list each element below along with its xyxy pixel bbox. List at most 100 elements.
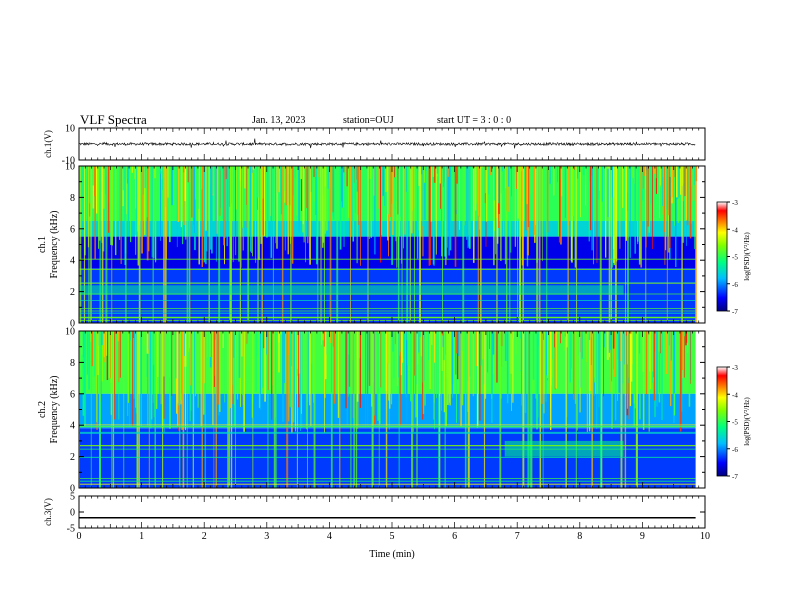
spectral-streak <box>492 331 495 355</box>
spectral-streak <box>360 166 361 266</box>
spectral-streak <box>442 331 444 336</box>
spectral-streak <box>278 331 280 373</box>
spectral-streak <box>273 331 275 334</box>
spectral-streak <box>206 331 208 358</box>
spectral-streak <box>128 166 130 220</box>
spectral-streak <box>456 331 457 423</box>
spectral-streak <box>421 166 423 175</box>
spectral-streak <box>619 166 621 249</box>
spectral-streak <box>665 166 667 251</box>
spectral-streak <box>216 166 218 234</box>
spectral-streak <box>660 331 661 354</box>
spectral-streak <box>141 166 143 254</box>
spectral-streak <box>258 166 260 257</box>
sferic-streak <box>138 166 141 323</box>
spectral-streak <box>416 166 419 259</box>
spectral-streak <box>616 166 618 262</box>
sferic-streak <box>438 331 440 488</box>
spectral-streak <box>634 166 636 254</box>
spectral-streak <box>140 331 142 427</box>
spectral-streak <box>368 166 370 239</box>
spectral-streak <box>679 331 682 432</box>
spectral-streak <box>153 166 155 258</box>
spectral-streak <box>280 166 283 215</box>
spectral-streak <box>171 166 173 206</box>
spectral-streak <box>653 166 656 174</box>
spectral-streak <box>131 166 134 173</box>
spectral-streak <box>660 166 661 186</box>
spectral-streak <box>221 166 223 219</box>
spectral-streak <box>159 331 161 401</box>
spectral-streak <box>91 331 93 367</box>
spectral-streak <box>456 331 459 380</box>
spectral-streak <box>232 331 234 404</box>
sferic-streak <box>208 166 210 323</box>
spectral-streak <box>516 166 518 189</box>
spectral-streak <box>572 166 574 216</box>
spectral-streak <box>96 166 98 214</box>
spectral-streak <box>445 331 447 426</box>
spectral-streak <box>194 331 196 397</box>
spectral-streak <box>418 166 420 186</box>
spectral-streak <box>264 331 266 402</box>
sferic-streak <box>567 166 569 323</box>
spectral-streak <box>388 331 390 430</box>
spectral-streak <box>478 166 481 217</box>
spectral-streak <box>650 331 652 390</box>
spectral-streak <box>461 331 464 406</box>
spectral-streak <box>396 166 397 268</box>
sferic-streak <box>111 166 113 323</box>
spectral-streak <box>223 166 225 246</box>
spectral-streak <box>333 331 336 404</box>
x-axis-label: Time (min) <box>369 549 414 560</box>
waveform-ch1 <box>78 138 696 149</box>
spectral-streak <box>245 331 247 366</box>
spectral-streak <box>590 166 592 231</box>
chart-title: VLF Spectra <box>80 112 147 127</box>
spectral-streak <box>278 166 280 193</box>
x-tick-label: 1 <box>139 531 144 542</box>
spectral-streak <box>645 166 647 248</box>
spectral-streak <box>130 166 132 243</box>
spectral-streak <box>682 166 685 243</box>
spectral-streak <box>137 166 139 266</box>
spectral-streak <box>543 331 545 414</box>
sferic-streak <box>152 166 154 323</box>
spectral-streak <box>211 166 213 254</box>
spectral-streak <box>316 166 318 265</box>
sferic-streak <box>539 331 542 488</box>
spectral-streak <box>446 331 449 405</box>
spectral-streak <box>515 331 517 355</box>
sferic-streak <box>239 166 241 323</box>
spectral-streak <box>160 166 161 241</box>
sferic-streak <box>261 166 263 323</box>
sferic-streak <box>406 166 409 323</box>
spectral-streak <box>479 331 481 421</box>
spectral-streak <box>482 331 484 360</box>
spectral-streak <box>625 166 628 241</box>
sferic-streak <box>83 166 86 323</box>
spectral-streak <box>332 166 334 213</box>
spectral-streak <box>101 331 103 346</box>
spectral-streak <box>396 331 399 386</box>
sferic-streak <box>281 166 284 323</box>
spectral-streak <box>407 331 409 366</box>
y-axis-label: ch.3(V) <box>43 498 53 526</box>
spectral-streak <box>110 331 112 383</box>
sferic-streak <box>272 166 274 323</box>
spectral-streak <box>142 166 144 195</box>
sferic-streak <box>496 166 498 323</box>
spectral-streak <box>524 331 527 413</box>
spectral-streak <box>511 166 512 197</box>
spectral-streak <box>129 331 131 428</box>
spectral-streak <box>630 331 633 365</box>
spectral-streak <box>644 166 646 176</box>
spectral-streak <box>390 166 392 217</box>
spectral-streak <box>548 331 550 356</box>
spectral-streak <box>537 331 539 418</box>
spectral-streak <box>571 331 572 369</box>
x-tick-label: 8 <box>577 531 582 542</box>
spectral-streak <box>589 331 591 391</box>
sferic-streak <box>182 331 185 488</box>
spectral-streak <box>302 166 304 225</box>
